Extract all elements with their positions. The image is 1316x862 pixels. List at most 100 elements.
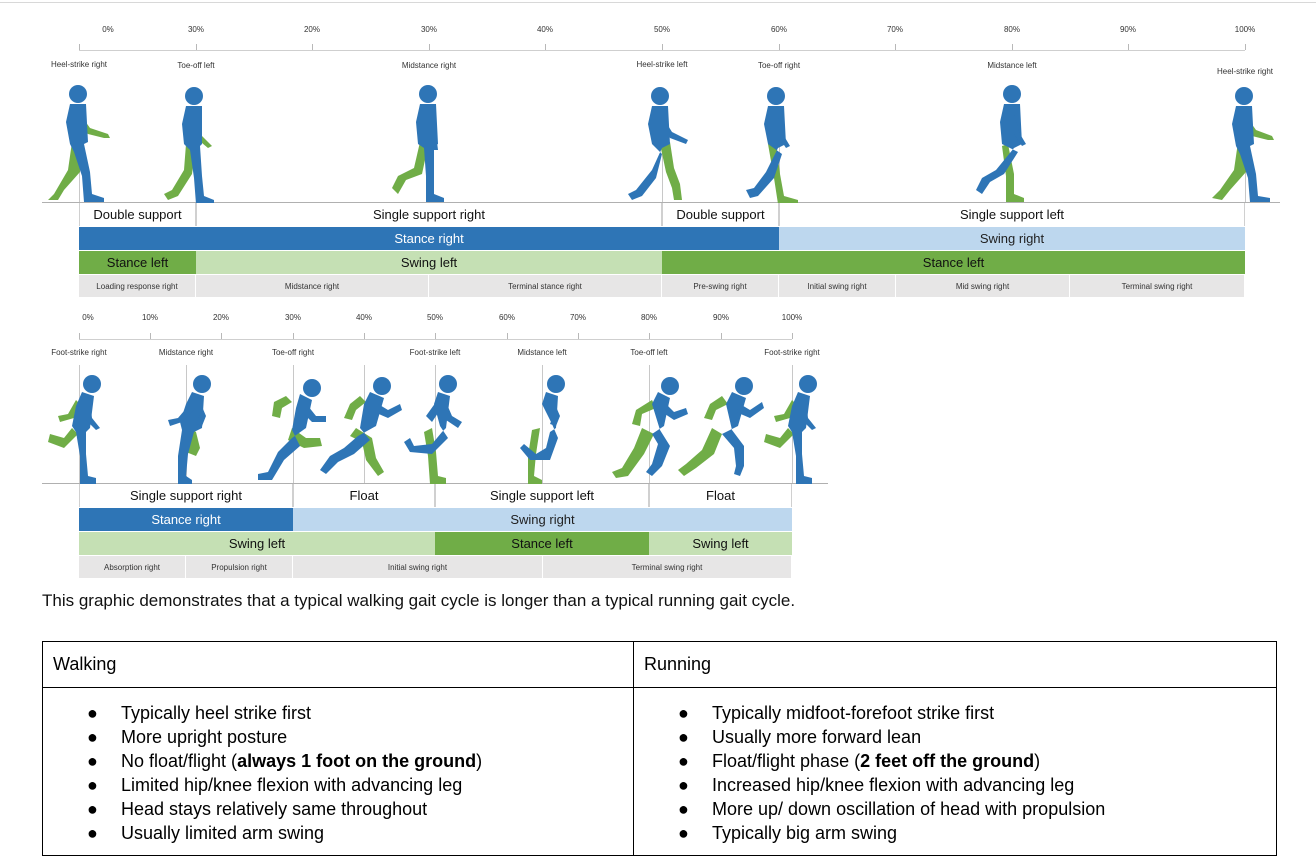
bullet-icon: ● (678, 727, 689, 747)
running-guide-line (435, 365, 436, 483)
bullet-icon: ● (678, 703, 689, 723)
walking-tick (545, 44, 546, 50)
bullet-icon: ● (87, 703, 98, 723)
walking-figure-icon (1212, 87, 1274, 202)
walking-subphase: Mid swing right (896, 275, 1070, 297)
walking-guide-line (662, 120, 663, 202)
walking-header: Walking (53, 654, 117, 674)
walking-tick-label: 100% (1234, 25, 1256, 34)
running-figure-icon (404, 375, 462, 484)
running-tick-label: 20% (212, 313, 229, 322)
bullet-icon: ● (87, 775, 98, 795)
walking-tick (429, 44, 430, 50)
list-item: ● Limited hip/knee flexion with advancing… (87, 775, 463, 795)
running-tick (364, 333, 365, 339)
running-tick (221, 333, 222, 339)
walking-tick (1012, 44, 1013, 50)
list-item: ● No float/flight (always 1 foot on the g… (87, 751, 483, 771)
running-tick (435, 333, 436, 339)
running-guide-line (649, 365, 650, 483)
running-stance-right-bar: Stance right (79, 508, 293, 531)
walking-stance-right-bar: Stance right (79, 227, 779, 250)
walking-tick-label: 0% (102, 25, 114, 34)
walking-axis (79, 50, 1245, 51)
walking-stance-left-bar: Stance left (79, 251, 196, 274)
running-tick (792, 333, 793, 339)
walking-subphase: Midstance right (196, 275, 429, 297)
comparison-table: Walking Running ● Typically heel strike f… (42, 641, 1277, 856)
walking-subphase: Terminal stance right (429, 275, 662, 297)
walking-tick-label: 20% (303, 25, 320, 34)
list-item: ● Float/flight phase (2 feet off the grou… (678, 751, 1041, 771)
walking-tick (1245, 44, 1246, 50)
walking-stance-left-bar: Stance left (662, 251, 1245, 274)
running-event-label: Foot-strike right (764, 348, 820, 357)
walking-tick (196, 44, 197, 50)
running-axis (79, 339, 792, 340)
list-item: ● Typically heel strike first (87, 703, 312, 723)
walking-list: ● Typically heel strike first ● More uprig… (87, 701, 483, 845)
walking-tick (1128, 44, 1129, 50)
walking-tick-label: 40% (536, 25, 553, 34)
list-item: ● Head stays relatively same throughout (87, 799, 428, 819)
list-item: ● More upright posture (87, 727, 288, 747)
figure-caption: This graphic demonstrates that a typical… (42, 591, 796, 610)
running-tick (150, 333, 151, 339)
running-figure-icon (168, 375, 211, 484)
running-header-cell: Running (634, 642, 1276, 688)
running-figure-icon (612, 377, 688, 478)
walking-header-cell: Walking (43, 642, 634, 688)
bullet-icon: ● (678, 799, 689, 819)
list-item: ● Typically midfoot-forefoot strike first (678, 703, 995, 723)
running-list: ● Typically midfoot-forefoot strike first… (678, 701, 1106, 845)
walking-figure-icon (628, 87, 688, 200)
running-figure-icon (520, 375, 565, 484)
walking-event-label: Midstance left (987, 61, 1037, 70)
walking-support-phase: Single support right (196, 203, 662, 226)
running-tick (507, 333, 508, 339)
list-item: ● Typically big arm swing (678, 823, 898, 843)
bullet-icon: ● (678, 823, 689, 843)
bullet-icon: ● (87, 751, 98, 771)
list-item: ● More up/ down oscillation of head with … (678, 799, 1106, 819)
running-tick (649, 333, 650, 339)
walking-list-cell: ● Typically heel strike first ● More uprig… (43, 688, 634, 855)
bullet-icon: ● (87, 823, 98, 843)
list-item: ● Increased hip/knee flexion with advanci… (678, 775, 1075, 795)
running-tick-label: 30% (284, 313, 301, 322)
walking-event-label: Heel-strike right (1216, 67, 1273, 76)
running-guide-line (542, 365, 543, 483)
running-tick (578, 333, 579, 339)
bullet-icon: ● (87, 727, 98, 747)
running-list-cell: ● Typically midfoot-forefoot strike first… (634, 688, 1276, 855)
walking-subphase: Terminal swing right (1070, 275, 1245, 297)
running-event-label: Midstance left (517, 348, 567, 357)
running-event-label: Foot-strike right (51, 348, 107, 357)
running-support-phase: Single support right (79, 484, 293, 507)
running-event-label: Toe-off right (271, 348, 315, 357)
walking-subphase: Loading response right (79, 275, 196, 297)
walking-ground-line (42, 202, 1280, 203)
running-event-label: Midstance right (158, 348, 214, 357)
bullet-icon: ● (87, 799, 98, 819)
walking-tick-label: 30% (420, 25, 437, 34)
walking-tick-label: 80% (1003, 25, 1020, 34)
running-figure-icon (764, 375, 817, 484)
walking-figure-icon (746, 87, 798, 204)
walking-event-label: Midstance right (401, 61, 457, 70)
running-swing-left-bar: Swing left (649, 532, 792, 555)
walking-event-label: Toe-off right (757, 61, 801, 70)
walking-swing-right-bar: Swing right (779, 227, 1245, 250)
running-figure-icon (320, 377, 402, 476)
running-figure-icon (258, 379, 326, 480)
running-subphase: Terminal swing right (543, 556, 792, 578)
walking-support-phase: Double support (662, 203, 779, 226)
walking-event-label: Heel-strike right (50, 60, 107, 69)
walking-tick (779, 44, 780, 50)
running-tick-label: 10% (141, 313, 158, 322)
list-item: ● Usually more forward lean (678, 727, 922, 747)
running-tick-label: 100% (781, 313, 803, 322)
running-swing-left-bar: Swing left (79, 532, 435, 555)
walking-tick (79, 44, 80, 50)
running-event-label: Toe-off left (630, 348, 668, 357)
